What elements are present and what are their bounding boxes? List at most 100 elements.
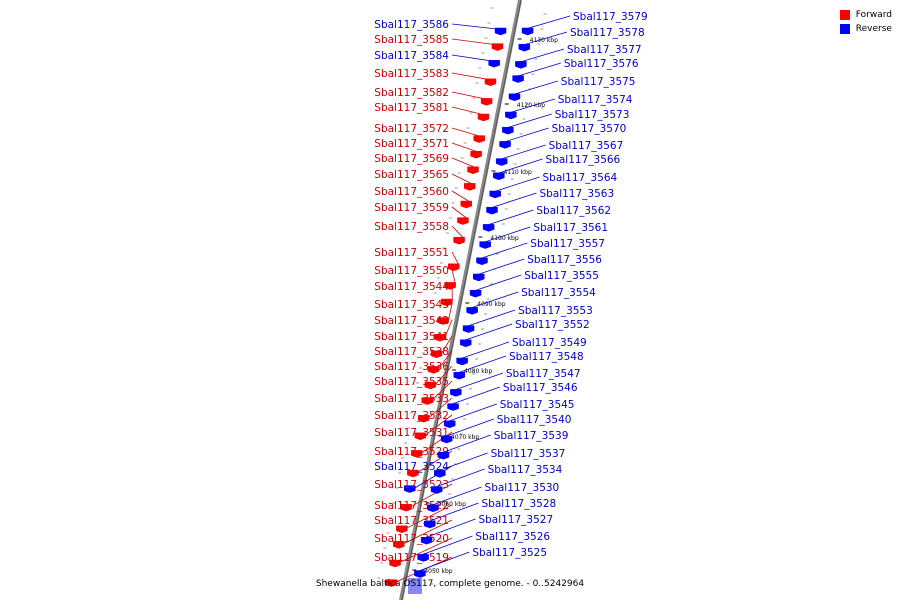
gene-label-sbal117_3539: Sbal117_3539	[494, 430, 569, 442]
gene-feature	[396, 525, 408, 534]
gene-feature	[421, 397, 433, 405]
gene-feature	[437, 317, 449, 325]
gene-leader	[435, 365, 453, 385]
gene-label-sbal117_3572: Sbal117_3572	[374, 123, 449, 135]
gene-feature	[430, 486, 443, 494]
tick-label: 4050 kbp	[424, 568, 452, 575]
gene-label-sbal117_3581: Sbal117_3581	[374, 102, 449, 114]
gene-leader	[473, 258, 525, 277]
gene-leader	[444, 319, 453, 337]
gene-leader	[415, 465, 453, 488]
genome-axis	[399, 0, 522, 600]
tick-label: 4080 kbp	[464, 368, 492, 375]
gene-leader	[493, 158, 543, 176]
gene-leader	[453, 355, 507, 375]
gene-label-sbal117_3565: Sbal117_3565	[374, 169, 449, 181]
gene-label-sbal117_3540: Sbal117_3540	[497, 414, 572, 426]
legend-label-reverse: Reverse	[855, 24, 892, 34]
gene-feature	[417, 554, 429, 562]
gene-label-sbal117_3541: Sbal117_3541	[374, 331, 449, 343]
gene-feature	[488, 59, 500, 68]
gene-feature	[505, 111, 517, 120]
gene-feature	[434, 333, 446, 342]
gene-leader	[451, 251, 460, 266]
gene-feature	[430, 350, 443, 359]
gene-feature	[512, 75, 524, 83]
gene-label-sbal117_3546: Sbal117_3546	[503, 382, 578, 394]
reverse-swatch	[839, 24, 850, 34]
gene-label-sbal117_3545: Sbal117_3545	[500, 399, 575, 411]
gene-feature	[453, 371, 466, 380]
gene-feature	[463, 183, 476, 191]
gene-label-sbal117_3561: Sbal117_3561	[533, 222, 608, 234]
gene-label-sbal117_3555: Sbal117_3555	[524, 270, 599, 282]
gene-leader	[430, 468, 485, 489]
gene-feature	[486, 206, 498, 215]
gene-feature	[389, 559, 401, 568]
gene-label-sbal117_3549: Sbal117_3549	[512, 337, 587, 349]
gene-label-sbal117_3585: Sbal117_3585	[374, 34, 449, 46]
gene-feature	[437, 451, 450, 460]
tick-label: 4110 kbp	[503, 169, 531, 176]
gene-feature	[450, 389, 462, 397]
gene-feature	[499, 141, 511, 149]
gene-feature	[427, 504, 439, 513]
gene-feature	[456, 357, 468, 366]
gene-leader	[447, 386, 500, 406]
gene-feature	[462, 325, 475, 333]
gene-feature	[407, 469, 419, 478]
gene-leader	[482, 209, 534, 227]
gene-feature	[443, 420, 456, 429]
gene-label-sbal117_3567: Sbal117_3567	[549, 140, 624, 152]
gene-label-sbal117_3582: Sbal117_3582	[374, 87, 449, 99]
gene-label-sbal117_3583: Sbal117_3583	[374, 68, 449, 80]
gene-leader	[407, 504, 453, 529]
gene-label-sbal117_3543: Sbal117_3543	[374, 299, 449, 311]
gene-label-sbal117_3526: Sbal117_3526	[475, 531, 550, 543]
gene-label-sbal117_3520: Sbal117_3520	[374, 533, 449, 545]
gene-feature	[489, 190, 501, 199]
gene-leader	[499, 127, 549, 144]
gene-feature	[484, 78, 497, 87]
gene-label-sbal117_3578: Sbal117_3578	[570, 27, 645, 39]
gene-feature	[466, 307, 478, 315]
gene-leader	[515, 48, 565, 64]
gene-feature	[459, 339, 472, 348]
gene-leader	[456, 341, 510, 361]
gene-feature	[418, 414, 430, 423]
gene-label-sbal117_3532: Sbal117_3532	[374, 410, 449, 422]
gene-label-sbal117_3563: Sbal117_3563	[539, 188, 614, 200]
gene-feature	[453, 236, 465, 245]
gene-label-sbal117_3564: Sbal117_3564	[543, 172, 618, 184]
gene-label-sbal117_3519: Sbal117_3519	[374, 552, 449, 564]
gene-label-sbal117_3528: Sbal117_3528	[482, 498, 557, 510]
gene-leader	[427, 486, 482, 508]
gene-leader	[489, 176, 540, 194]
gene-label-sbal117_3579: Sbal117_3579	[573, 11, 648, 23]
gene-leader	[414, 551, 470, 573]
gene-label-sbal117_3562: Sbal117_3562	[536, 205, 611, 217]
gene-feature	[424, 520, 436, 529]
gene-feature	[424, 381, 437, 390]
gene-label-sbal117_3570: Sbal117_3570	[552, 123, 627, 135]
gene-feature	[467, 166, 479, 175]
gene-label-sbal117_3521: Sbal117_3521	[374, 515, 449, 527]
gene-feature	[508, 93, 521, 102]
tick-label: 4070 kbp	[451, 434, 479, 441]
gene-leader	[450, 372, 504, 392]
forward-swatch	[839, 10, 850, 20]
gene-label-sbal117_3534: Sbal117_3534	[488, 464, 563, 476]
gene-label-sbal117_3552: Sbal117_3552	[515, 319, 590, 331]
gene-label-sbal117_3575: Sbal117_3575	[561, 76, 636, 88]
gene-leader	[476, 242, 528, 261]
gene-label-sbal117_3573: Sbal117_3573	[555, 109, 630, 121]
gene-leader	[460, 323, 513, 343]
gene-label-sbal117_3538: Sbal117_3538	[374, 346, 449, 358]
gene-label-sbal117_3571: Sbal117_3571	[374, 138, 449, 150]
gene-label-sbal117_3574: Sbal117_3574	[558, 94, 633, 106]
gene-feature	[460, 200, 472, 209]
gene-feature	[420, 536, 433, 545]
gene-leader	[469, 274, 522, 293]
gene-feature	[469, 289, 482, 298]
